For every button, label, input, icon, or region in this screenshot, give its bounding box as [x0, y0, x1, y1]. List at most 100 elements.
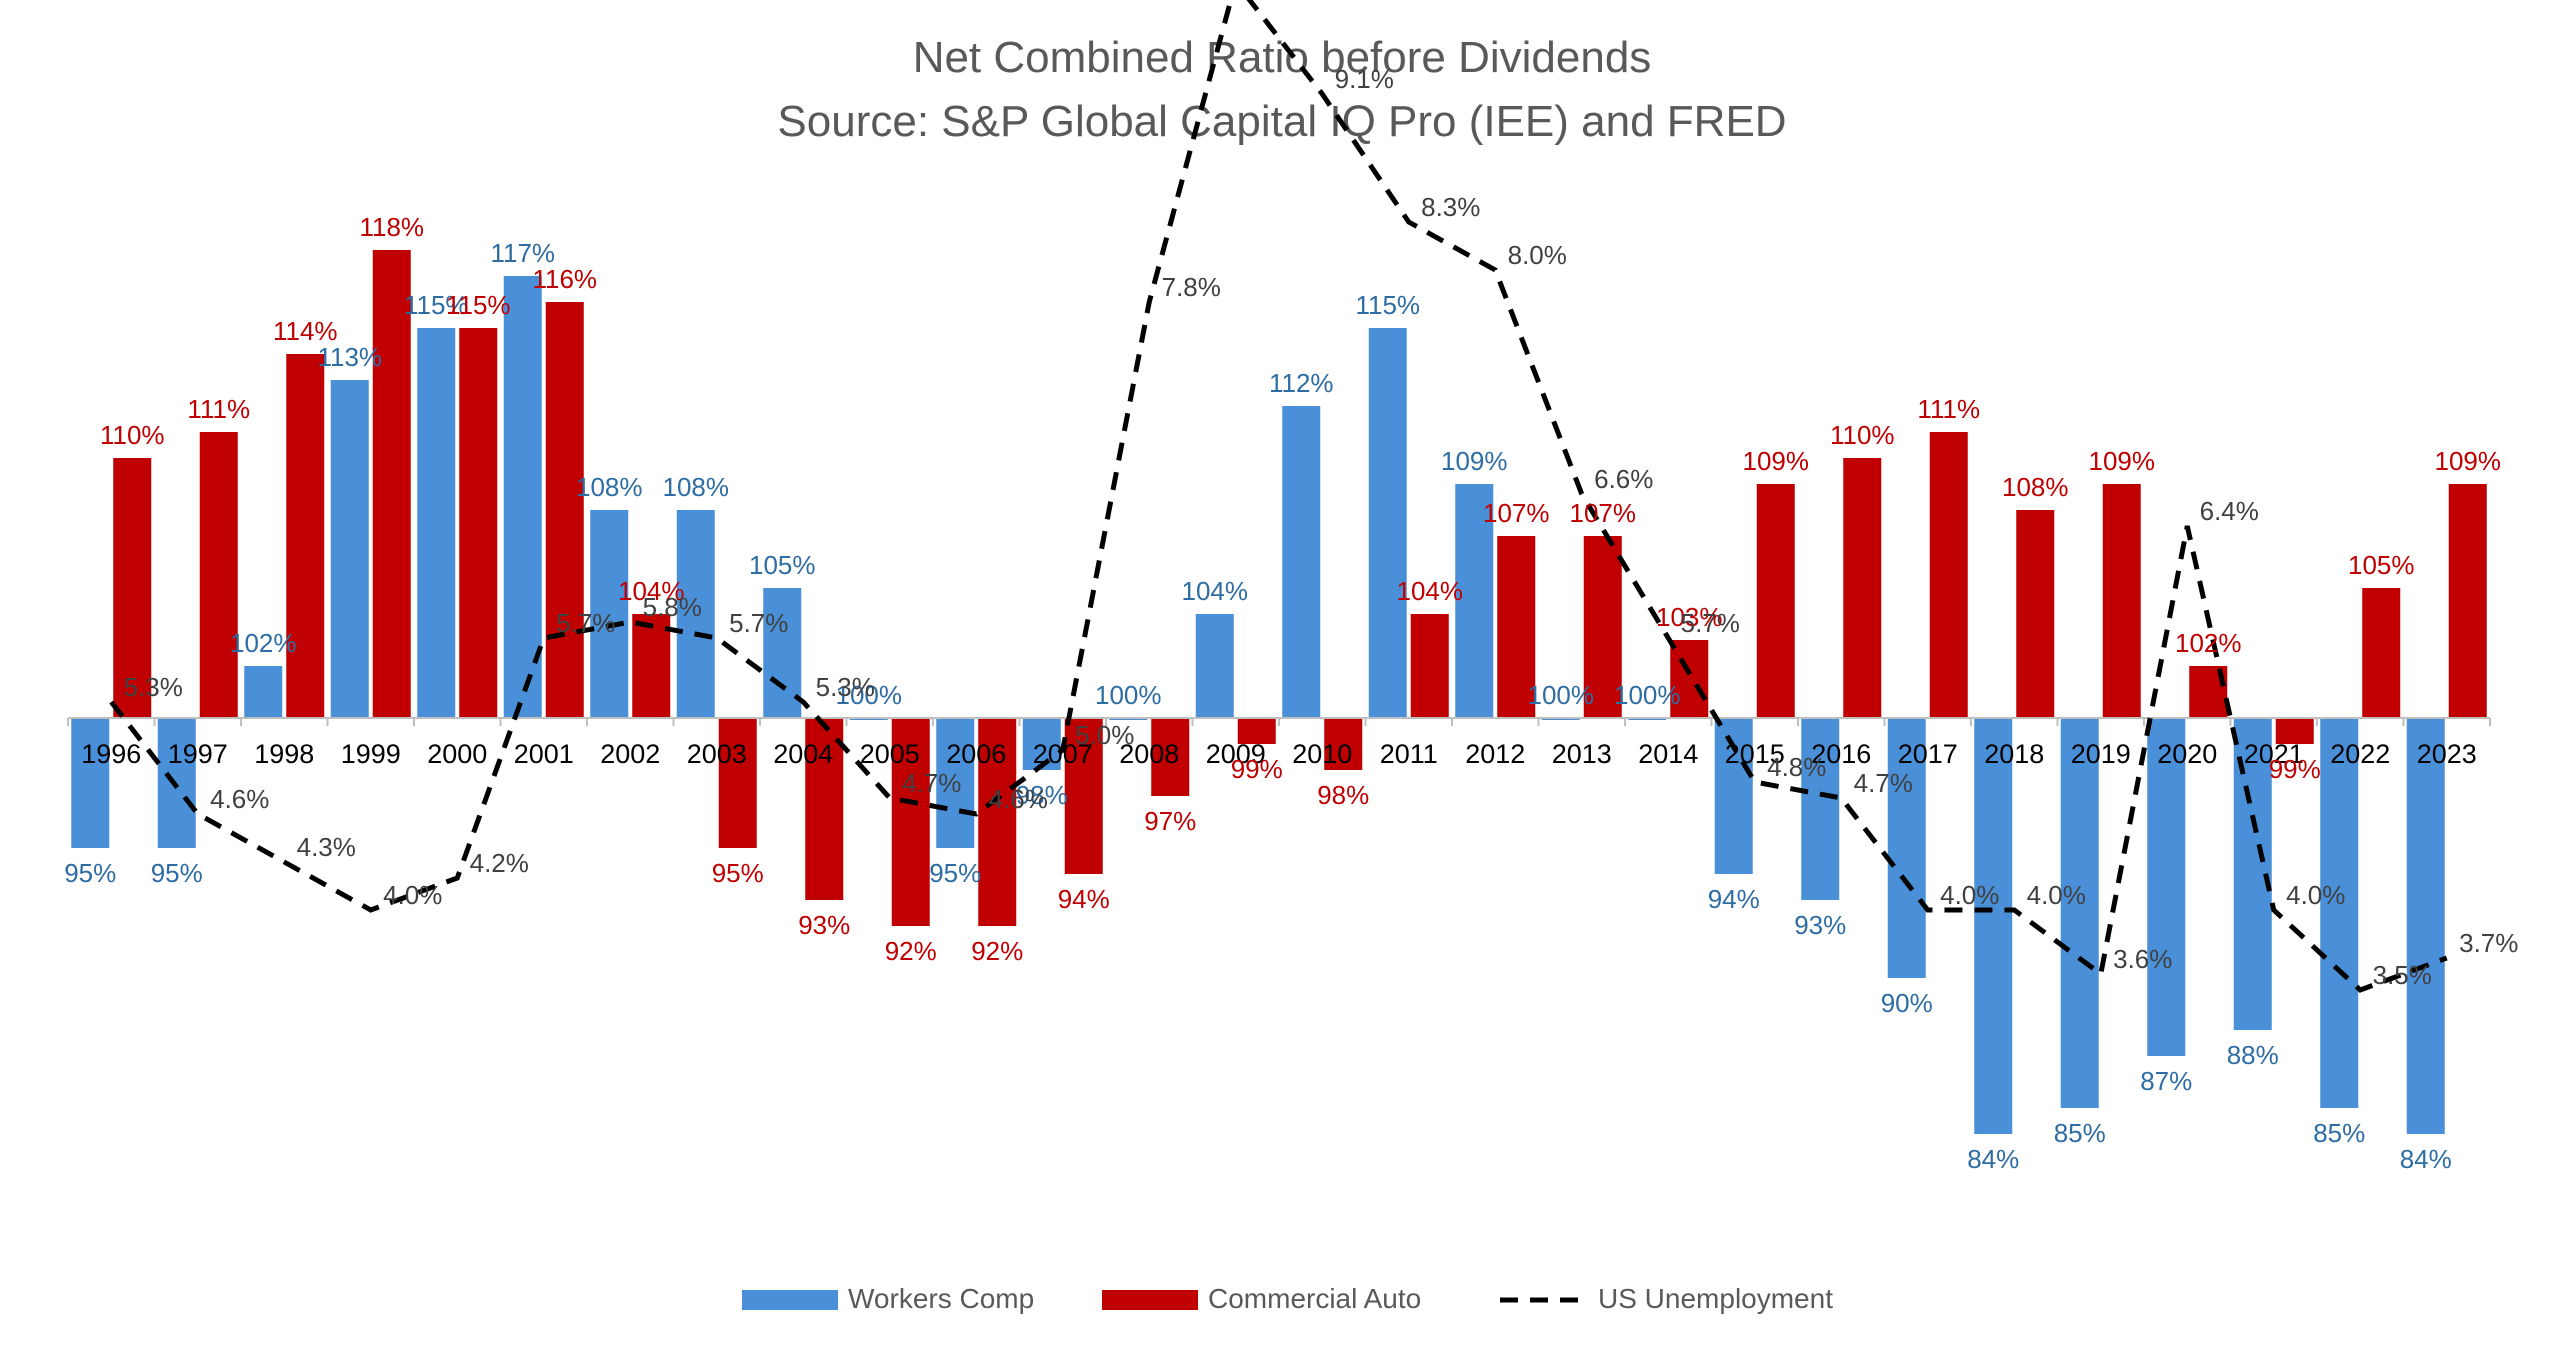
bar — [718, 718, 757, 848]
category-label: 2000 — [427, 739, 487, 769]
bar — [805, 718, 844, 900]
unemployment-label: 6.4% — [2200, 496, 2259, 526]
unemployment-label: 5.7% — [556, 608, 615, 638]
bar — [1022, 718, 1061, 770]
unemployment-label: 8.3% — [1421, 192, 1480, 222]
bar — [2016, 510, 2055, 718]
data-label: 104% — [1397, 576, 1464, 606]
data-label: 92% — [885, 936, 937, 966]
unemployment-label: 4.0% — [2027, 880, 2086, 910]
legend-swatch-workers-comp — [742, 1290, 838, 1310]
bar — [1929, 432, 1968, 718]
data-label: 97% — [1144, 806, 1196, 836]
data-label: 116% — [532, 264, 597, 294]
category-label: 1999 — [341, 739, 401, 769]
data-label: 107% — [1483, 498, 1550, 528]
data-label: 108% — [663, 472, 730, 502]
data-label: 113% — [317, 342, 382, 372]
bar — [1801, 718, 1840, 900]
data-label: 100% — [836, 680, 903, 710]
data-label: 103% — [1656, 602, 1723, 632]
chart-subtitle: Source: S&P Global Capital IQ Pro (IEE) … — [777, 97, 1786, 146]
unemployment-label: 4.2% — [470, 848, 529, 878]
legend-label-workers-comp: Workers Comp — [848, 1283, 1034, 1314]
unemployment-label: 4.3% — [297, 832, 356, 862]
data-label: 84% — [2400, 1144, 2452, 1174]
data-label: 92% — [971, 936, 1023, 966]
category-label: 2005 — [860, 739, 920, 769]
bar — [1064, 718, 1103, 874]
category-axis: 1996 1997 1998 1999 2000 2001 2002 2003 2004 2005… — [67, 717, 2491, 769]
category-label: 2018 — [1984, 739, 2044, 769]
category-label: 2006 — [946, 739, 1006, 769]
data-label: 109% — [1743, 446, 1810, 476]
data-label: 93% — [1794, 910, 1846, 940]
data-label: 84% — [1967, 1144, 2019, 1174]
bar — [1583, 536, 1622, 718]
unemployment-label: 5.3% — [124, 672, 183, 702]
category-label: 2004 — [773, 739, 833, 769]
bar — [2060, 718, 2099, 1108]
category-label: 1998 — [254, 739, 314, 769]
bar — [330, 380, 369, 718]
bar — [545, 302, 584, 718]
chart-title: Net Combined Ratio before Dividends — [913, 33, 1652, 82]
data-label: 109% — [1441, 446, 1508, 476]
data-label: 115% — [404, 290, 469, 320]
data-label: 94% — [1708, 884, 1760, 914]
bar — [936, 718, 975, 848]
unemployment-label: 3.6% — [2113, 944, 2172, 974]
bar — [2147, 718, 2186, 1056]
data-label: 109% — [2435, 446, 2502, 476]
data-label: 108% — [2002, 472, 2069, 502]
unemployment-label: 8.0% — [1508, 240, 1567, 270]
bar — [244, 666, 283, 718]
data-label: 114% — [273, 316, 338, 346]
bar — [676, 510, 715, 718]
data-label: 100% — [1614, 680, 1681, 710]
category-label: 2011 — [1380, 739, 1438, 769]
bar — [590, 510, 629, 718]
unemployment-line — [109, 0, 2448, 993]
bar — [286, 354, 325, 718]
bar — [978, 718, 1017, 926]
unemployment-label: 9.1% — [1335, 64, 1394, 94]
data-label: 115% — [1355, 290, 1420, 320]
bar — [1282, 406, 1321, 718]
data-label: 99% — [2269, 754, 2321, 784]
bar — [1368, 328, 1407, 718]
bar — [632, 614, 671, 718]
data-label-layer: 95%110%95%111%102%114%113%118%115%115%11… — [64, 64, 2518, 1174]
bar-layer — [71, 250, 2487, 1134]
bar — [1843, 458, 1882, 718]
category-label: 2008 — [1119, 739, 1179, 769]
unemployment-label: 4.6% — [210, 784, 269, 814]
legend-swatch-commercial-auto — [1102, 1290, 1198, 1310]
bar — [1237, 718, 1276, 744]
unemployment-label: 6.6% — [1594, 464, 1653, 494]
category-label: 2009 — [1206, 739, 1266, 769]
data-label: 105% — [749, 550, 816, 580]
bar — [1151, 718, 1190, 796]
data-label: 115% — [446, 290, 511, 320]
data-label: 104% — [1182, 576, 1249, 606]
data-label: 95% — [64, 858, 116, 888]
bar — [2275, 718, 2314, 744]
bar — [372, 250, 411, 718]
category-label: 1996 — [81, 739, 141, 769]
data-label: 94% — [1058, 884, 1110, 914]
bar — [2102, 484, 2141, 718]
data-label: 88% — [2227, 1040, 2279, 1070]
category-label: 2002 — [600, 739, 660, 769]
bar — [417, 328, 456, 718]
category-label: 2020 — [2157, 739, 2217, 769]
unemployment-label: 4.0% — [2286, 880, 2345, 910]
bar — [1887, 718, 1926, 978]
bar — [2362, 588, 2401, 718]
data-label: 99% — [1231, 754, 1283, 784]
data-label: 90% — [1881, 988, 1933, 1018]
data-label: 85% — [2313, 1118, 2365, 1148]
category-label: 2010 — [1292, 739, 1352, 769]
data-label: 108% — [576, 472, 643, 502]
legend-label-unemployment: US Unemployment — [1598, 1283, 1833, 1314]
